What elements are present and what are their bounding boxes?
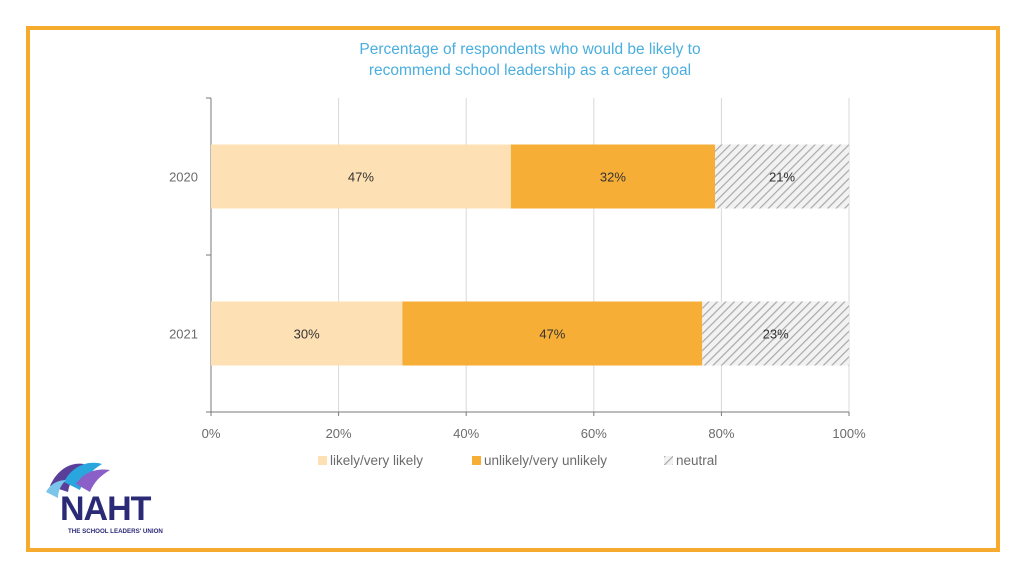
x-tick-label: 20% <box>326 426 352 441</box>
x-tick-label: 0% <box>202 426 221 441</box>
category-label: 2020 <box>169 170 198 185</box>
naht-logo: NAHT THE SCHOOL LEADERS' UNION <box>46 462 163 535</box>
logo-name: NAHT <box>60 490 152 528</box>
x-tick-label: 80% <box>708 426 734 441</box>
legend-label: likely/very likely <box>330 453 423 468</box>
data-label: 47% <box>348 170 374 185</box>
x-tick-label: 40% <box>453 426 479 441</box>
legend-label: neutral <box>676 453 717 468</box>
x-tick-label: 60% <box>581 426 607 441</box>
bar-segment <box>702 301 849 366</box>
chart-title-line-1: Percentage of respondents who would be l… <box>359 41 700 58</box>
data-label: 21% <box>769 170 795 185</box>
category-label: 2021 <box>169 327 198 342</box>
bar-segment <box>715 144 849 209</box>
bar-segment <box>211 144 511 209</box>
bar-segment <box>211 301 403 366</box>
bar-segment <box>510 144 716 209</box>
data-label: 32% <box>600 170 626 185</box>
chart-frame <box>26 26 1000 552</box>
data-label: 47% <box>539 327 565 342</box>
bar-segment <box>402 301 703 366</box>
x-tick-label: 100% <box>832 426 866 441</box>
legend-swatch <box>664 456 673 465</box>
legend-swatch <box>472 456 481 465</box>
data-label: 30% <box>294 327 320 342</box>
chart-title-line-2: recommend school leadership as a career … <box>369 62 691 79</box>
logo-tagline: THE SCHOOL LEADERS' UNION <box>68 528 163 535</box>
legend-label: unlikely/very unlikely <box>484 453 607 468</box>
legend-swatch <box>318 456 327 465</box>
data-label: 23% <box>763 327 789 342</box>
